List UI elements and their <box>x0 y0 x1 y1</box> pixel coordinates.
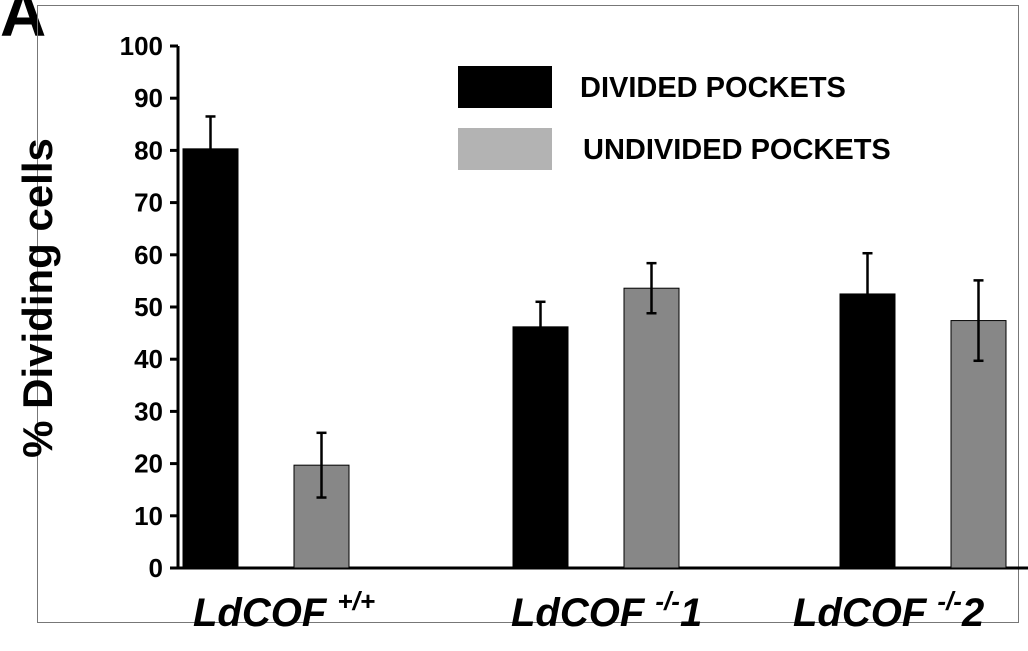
y-tick-label: 10 <box>134 501 163 531</box>
panel-label: A <box>0 0 47 50</box>
legend-swatch <box>458 66 552 108</box>
figure-frame <box>37 5 1019 623</box>
y-tick-label: 60 <box>134 240 163 270</box>
y-tick-label: 0 <box>149 553 163 583</box>
y-tick-label: 30 <box>134 396 163 426</box>
bar-divided <box>839 293 896 569</box>
y-tick-label: 40 <box>134 344 163 374</box>
x-category-label: LdCOF -/-2 <box>793 586 984 635</box>
x-category-label: LdCOF +/+ <box>193 586 375 635</box>
y-tick-label: 70 <box>134 188 163 218</box>
y-tick-label: 100 <box>120 31 163 61</box>
x-category-labels: LdCOF +/+ LdCOF -/-1 LdCOF -/-2 <box>193 586 984 635</box>
error-bars <box>205 115 984 499</box>
bars <box>182 148 1007 569</box>
legend-swatch <box>458 128 552 170</box>
y-tick-label: 90 <box>134 83 163 113</box>
bar-undivided <box>623 287 680 569</box>
legend-label: UNDIVIDED POCKETS <box>583 134 891 166</box>
y-tick-label: 50 <box>134 292 163 322</box>
legend-label: DIVIDED POCKETS <box>580 72 846 104</box>
y-ticks: 0 10 20 30 40 50 60 70 80 90 100 <box>120 31 178 583</box>
bar-divided <box>512 326 569 569</box>
legend: DIVIDED POCKETS UNDIVIDED POCKETS <box>458 66 891 170</box>
x-category-label: LdCOF -/-1 <box>511 586 702 635</box>
y-tick-label: 20 <box>134 449 163 479</box>
y-tick-label: 80 <box>134 135 163 165</box>
bar-divided <box>182 148 239 569</box>
